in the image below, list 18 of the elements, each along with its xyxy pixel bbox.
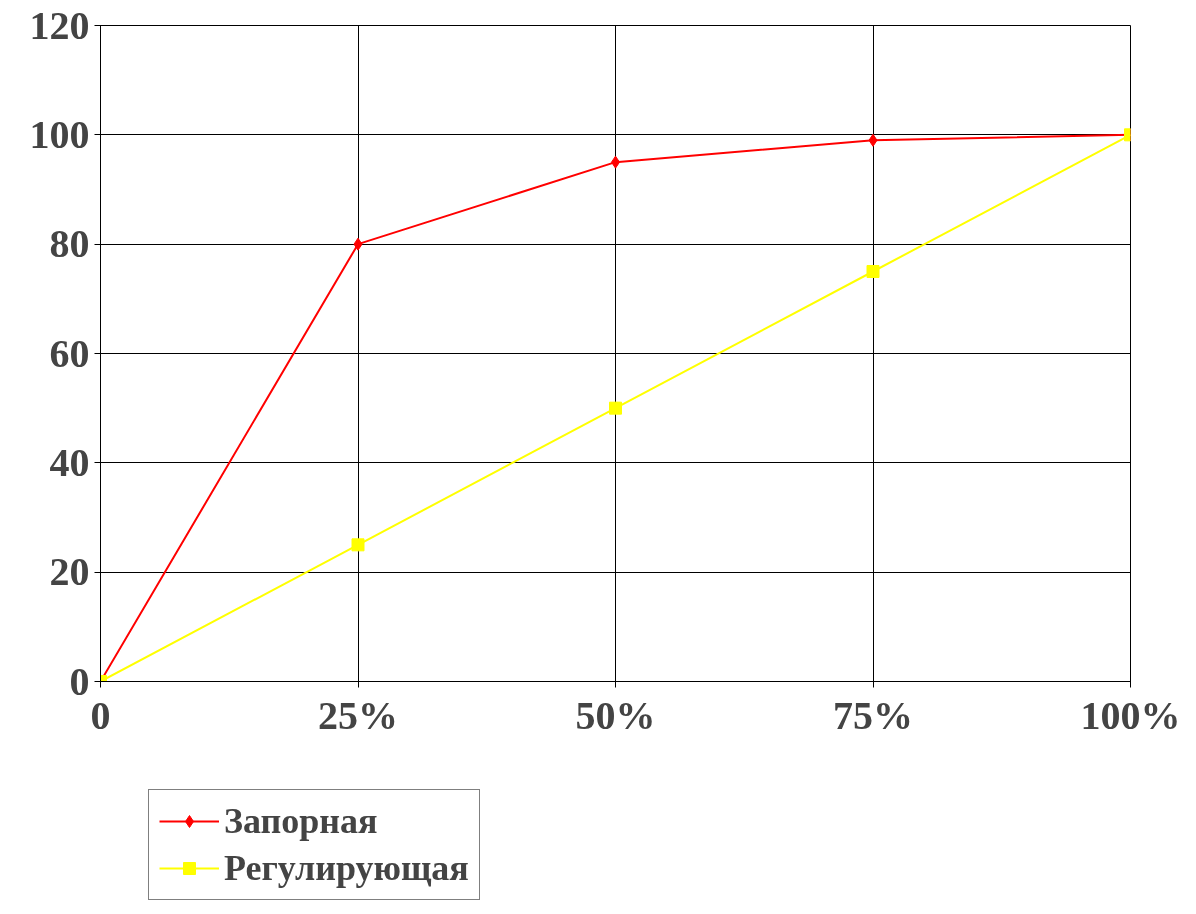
x-tick-label: 50% <box>575 692 656 738</box>
point <box>866 265 880 278</box>
x-tick-label: 25% <box>318 692 398 738</box>
y-tick-label: 0 <box>69 658 90 704</box>
y-tick-label: 20 <box>49 549 90 595</box>
legend-label: Запорная <box>224 800 378 842</box>
point <box>351 538 365 552</box>
y-tick-label: 80 <box>49 221 90 267</box>
point <box>609 401 622 415</box>
point <box>353 237 363 251</box>
y-tick-label: 120 <box>29 2 90 48</box>
x-tick-label: 100% <box>1080 692 1181 738</box>
y-tick-label: 40 <box>49 439 90 485</box>
x-tick-label: 75% <box>833 692 913 738</box>
y-tick-label: 60 <box>49 330 90 376</box>
point <box>868 133 878 147</box>
y-tick-label: 100 <box>29 111 90 157</box>
legend-label: Регулирующая <box>224 847 469 889</box>
